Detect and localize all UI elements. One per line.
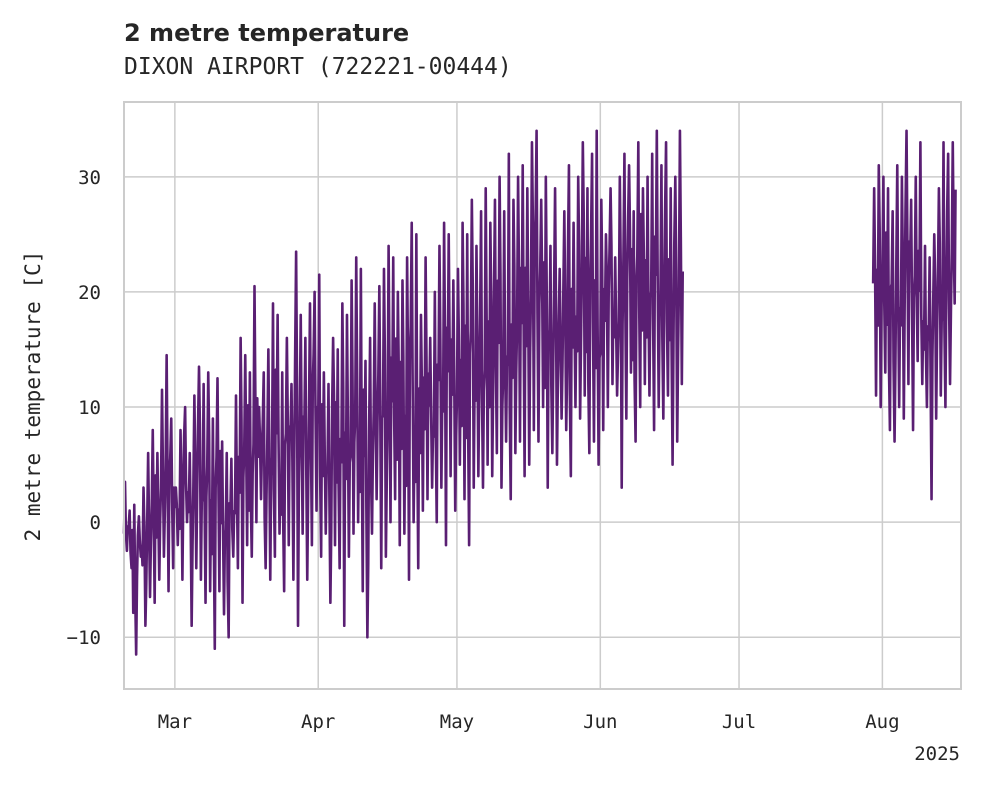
chart-title: 2 metre temperature [124,19,409,47]
y-axis-label: 2 metre temperature [C] [21,251,45,542]
y-tick-label: 20 [78,282,101,304]
x-tick-label: Mar [158,711,192,733]
x-tick-labels: Mar Apr May Jun Jul Aug [158,711,900,733]
x-offset-label: 2025 [914,743,960,765]
temperature-line-segment [122,129,685,656]
y-tick-label: 0 [90,512,101,534]
chart-subtitle: DIXON AIRPORT (722221-00444) [124,54,512,80]
series-layer [122,129,957,656]
x-tick-label: May [440,711,474,733]
x-tick-label: Jun [583,711,617,733]
y-tick-label: −10 [67,627,101,649]
x-tick-label: Aug [865,711,899,733]
x-tick-label: Jul [722,711,756,733]
x-tick-label: Apr [301,711,335,733]
y-tick-label: 10 [78,397,101,419]
y-tick-label: 30 [78,167,101,189]
plot-frame [123,101,962,690]
temperature-line-segment [871,129,957,501]
y-tick-labels: −10 0 10 20 30 [67,167,101,649]
